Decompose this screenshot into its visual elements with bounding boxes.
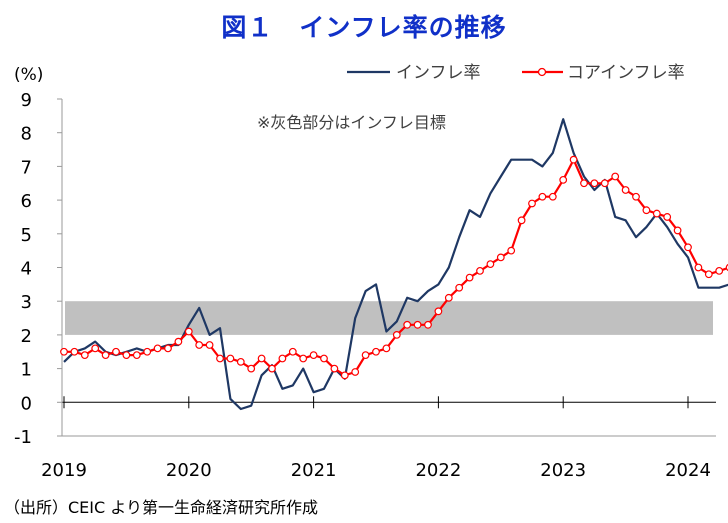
core-inflation-point: [652, 209, 661, 218]
core-inflation-point: [205, 341, 214, 349]
y-tick-label: 7: [21, 157, 32, 178]
inflation-line: [63, 118, 728, 411]
x-tick-label: 2020: [166, 460, 212, 481]
core-inflation-point: [569, 155, 578, 164]
core-inflation-point: [715, 266, 724, 275]
core-inflation-point: [278, 354, 287, 363]
target-band-annotation: ※灰色部分はインフレ目標: [257, 113, 446, 132]
y-tick-label: 3: [21, 292, 32, 313]
core-inflation-point: [340, 371, 349, 380]
core-inflation-point: [611, 172, 620, 181]
core-inflation-point: [621, 186, 630, 194]
core-inflation-point: [351, 368, 360, 376]
core-inflation-point: [164, 344, 172, 353]
core-inflation-point: [538, 192, 547, 201]
core-inflation-point: [684, 243, 692, 252]
core-inflation-point: [694, 263, 703, 272]
core-inflation-point: [496, 253, 505, 262]
x-tick-label: 2021: [291, 460, 337, 481]
core-inflation-point: [413, 320, 422, 329]
y-tick-label: 6: [21, 191, 32, 212]
legend-core-label: コアインフレ率: [567, 63, 685, 83]
core-inflation-point: [434, 307, 443, 316]
core-inflation-point: [101, 351, 110, 360]
core-inflation-point: [268, 364, 276, 373]
chart-title: 図１ インフレ率の推移: [221, 13, 507, 42]
x-tick-marks: [63, 396, 689, 409]
core-inflation-point: [559, 175, 568, 184]
core-inflation-point: [247, 364, 256, 373]
core-inflation-point: [236, 357, 245, 366]
core-inflation-point: [642, 206, 651, 215]
source-note: （出所）CEIC より第一生命経済研究所作成: [4, 498, 318, 517]
y-tick-label: -1: [14, 427, 32, 448]
core-inflation-point: [455, 283, 464, 292]
x-tick-label: 2019: [41, 460, 87, 481]
core-inflation-point: [70, 347, 79, 356]
core-inflation-point: [580, 179, 588, 188]
core-inflation-point: [528, 199, 536, 208]
core-inflation-point: [309, 351, 318, 360]
core-inflation-point: [330, 364, 339, 373]
y-tick-labels: 9 8 7 6 5 4 3 2 1 0 -1: [14, 90, 62, 448]
core-inflation-point: [80, 351, 89, 360]
core-inflation-point: [663, 213, 672, 221]
series-layer: [60, 118, 728, 411]
core-inflation-point: [320, 354, 328, 363]
y-tick-label: 0: [21, 393, 32, 414]
core-inflation-point: [91, 344, 100, 353]
core-inflation-point: [403, 320, 412, 329]
core-inflation-point: [122, 351, 131, 360]
core-inflation-point: [288, 347, 297, 356]
x-tick-label: 2023: [540, 460, 586, 481]
core-inflation-point: [382, 344, 391, 353]
core-inflation-point: [257, 354, 266, 363]
core-inflation-point: [299, 354, 308, 363]
core-inflation-point: [392, 331, 401, 339]
y-tick-label: 5: [21, 225, 32, 246]
core-inflation-point: [704, 270, 713, 279]
core-inflation-point: [476, 266, 484, 275]
x-tick-label: 2022: [415, 460, 461, 481]
y-tick-label: 2: [21, 326, 32, 347]
x-tick-label: 2024: [665, 460, 711, 481]
y-tick-label: 8: [21, 124, 32, 145]
core-inflation-point: [486, 260, 495, 269]
core-inflation-point: [60, 347, 68, 356]
core-inflation-point: [673, 226, 682, 235]
core-inflation-point: [632, 192, 640, 201]
core-inflation-point: [153, 344, 162, 353]
core-inflation-point: [226, 354, 235, 363]
legend-core-marker: [537, 67, 547, 77]
core-inflation-point: [112, 347, 120, 356]
core-inflation-point: [507, 246, 516, 255]
y-tick-label: 4: [21, 259, 32, 280]
y-axis-unit-label: (%): [14, 65, 43, 85]
core-inflation-point: [548, 192, 557, 201]
core-inflation-point: [444, 293, 453, 302]
core-inflation-point: [361, 351, 370, 360]
core-inflation-point: [216, 354, 224, 363]
legend-inflation-label: インフレ率: [396, 63, 481, 83]
core-inflation-point: [465, 273, 474, 282]
core-inflation-point: [424, 320, 432, 329]
core-inflation-point: [195, 341, 204, 349]
core-inflation-point: [132, 351, 141, 360]
x-tick-labels: 2019 2020 2021 2022 2023 2024: [41, 460, 711, 481]
core-inflation-point: [143, 347, 152, 356]
core-inflation-point: [372, 347, 380, 356]
core-inflation-point: [590, 179, 599, 188]
y-tick-label: 1: [21, 360, 32, 381]
y-tick-label: 9: [21, 90, 32, 111]
core-inflation-point: [174, 337, 183, 346]
legend: インフレ率 コアインフレ率: [347, 63, 685, 83]
core-inflation-point: [600, 179, 609, 188]
core-inflation-point: [517, 216, 526, 225]
core-inflation-point: [184, 327, 193, 336]
